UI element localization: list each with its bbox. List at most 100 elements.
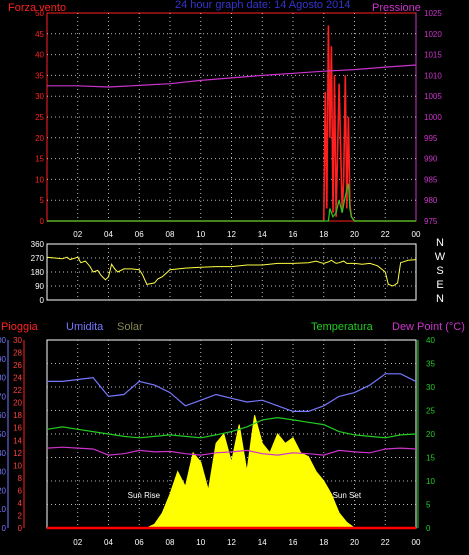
temp-axis-tick: 0 xyxy=(426,524,431,533)
rain-axis-tick: 18 xyxy=(13,411,22,420)
wind-axis-tick: 20 xyxy=(35,134,44,143)
humidity-axis-tick: 80 xyxy=(0,374,7,383)
pressure-axis-tick: 1020 xyxy=(424,30,442,39)
wind-axis-tick: 25 xyxy=(35,113,44,122)
pressure-axis-tick: 985 xyxy=(424,175,438,184)
rain-axis-tick: 12 xyxy=(13,449,22,458)
x-tick-label: 12 xyxy=(227,230,236,239)
humidity-axis-tick: 10 xyxy=(0,505,7,514)
rain-axis-tick: 28 xyxy=(13,349,22,358)
rain-axis-tick: 10 xyxy=(13,461,22,470)
compass-label: N xyxy=(436,237,444,249)
wind-axis-tick: 5 xyxy=(40,196,45,205)
direction-axis-tick: 270 xyxy=(31,254,45,263)
pressure-axis-tick: 1025 xyxy=(424,9,442,18)
rain-label: Pioggia xyxy=(1,321,39,333)
x-tick-label: 14 xyxy=(258,230,267,239)
rain-axis-tick: 2 xyxy=(18,511,23,520)
pressure-axis-tick: 1010 xyxy=(424,71,442,80)
wind-axis-tick: 40 xyxy=(35,51,44,60)
temp-axis-tick: 40 xyxy=(426,336,435,345)
series-solar xyxy=(47,415,416,529)
temp-axis-tick: 30 xyxy=(426,383,435,392)
humidity-axis-tick: 20 xyxy=(0,486,7,495)
series-forza-vento xyxy=(47,25,416,222)
graph-title: 24 hour graph date: 14 Agosto 2014 xyxy=(175,0,351,11)
pressure-axis-tick: 975 xyxy=(424,217,438,226)
direction-axis-tick: 0 xyxy=(40,296,45,305)
sunset-label: Sun Set xyxy=(333,491,362,500)
x-tick-label: 12 xyxy=(227,538,236,547)
series-temperatura xyxy=(46,416,417,439)
pressure-axis-tick: 1000 xyxy=(424,113,442,122)
temp-axis-tick: 25 xyxy=(426,407,435,416)
x-tick-label: 16 xyxy=(289,538,298,547)
rain-axis-tick: 4 xyxy=(18,499,23,508)
humidity-axis-tick: 40 xyxy=(0,449,7,458)
x-tick-label: 16 xyxy=(289,230,298,239)
humidity-axis-tick: 50 xyxy=(0,430,7,439)
pressure-axis-tick: 980 xyxy=(424,196,438,205)
wind-axis-tick: 35 xyxy=(35,71,44,80)
x-tick-label: 08 xyxy=(166,538,175,547)
x-tick-label: 00 xyxy=(412,538,421,547)
wind-axis-tick: 50 xyxy=(35,9,44,18)
rain-axis-tick: 20 xyxy=(13,399,22,408)
series-umidita xyxy=(47,373,417,412)
wind-axis-label: Forza vento xyxy=(8,2,66,14)
wind-axis-tick: 0 xyxy=(40,217,45,226)
wind-axis-tick: 45 xyxy=(35,30,44,39)
pressure-axis-tick: 995 xyxy=(424,134,438,143)
direction-axis-tick: 90 xyxy=(35,282,44,291)
wind-axis-tick: 15 xyxy=(35,155,44,164)
temp-axis-tick: 15 xyxy=(426,454,435,463)
humidity-label: Umidita xyxy=(66,321,104,333)
temp-axis-tick: 10 xyxy=(426,477,435,486)
x-tick-label: 18 xyxy=(319,538,328,547)
x-tick-label: 20 xyxy=(350,538,359,547)
humidity-axis-tick: 100 xyxy=(0,336,7,345)
x-tick-label: 06 xyxy=(135,230,144,239)
compass-label: N xyxy=(436,293,444,305)
humidity-temperature-panel: 0102030405060708090100024681012141618202… xyxy=(0,336,435,547)
rain-axis-tick: 8 xyxy=(18,474,23,483)
x-tick-label: 22 xyxy=(381,538,390,547)
rain-axis-tick: 0 xyxy=(18,524,23,533)
x-tick-label: 20 xyxy=(350,230,359,239)
series-dew-point xyxy=(46,446,417,456)
x-tick-label: 02 xyxy=(73,230,82,239)
x-tick-label: 00 xyxy=(412,230,421,239)
direction-axis-tick: 360 xyxy=(31,240,45,249)
x-tick-label: 04 xyxy=(104,230,113,239)
x-tick-label: 08 xyxy=(166,230,175,239)
sunrise-label: Sun Rise xyxy=(128,491,161,500)
humidity-axis-tick: 30 xyxy=(0,468,7,477)
pressure-axis-label: Pressione xyxy=(372,2,421,14)
temp-axis-tick: 35 xyxy=(426,360,435,369)
series-pressione xyxy=(47,64,417,88)
x-tick-label: 10 xyxy=(196,230,205,239)
rain-axis-tick: 6 xyxy=(18,486,23,495)
x-tick-label: 04 xyxy=(104,538,113,547)
x-tick-label: 06 xyxy=(135,538,144,547)
x-tick-label: 18 xyxy=(319,230,328,239)
wind-axis-tick: 30 xyxy=(35,92,44,101)
compass-label: E xyxy=(436,279,443,291)
series-raffica xyxy=(47,183,416,222)
rain-axis-tick: 26 xyxy=(13,361,22,370)
solar-label: Solar xyxy=(117,321,143,333)
pressure-axis-tick: 990 xyxy=(424,155,438,164)
humidity-axis-tick: 60 xyxy=(0,411,7,420)
x-tick-label: 10 xyxy=(196,538,205,547)
compass-label: S xyxy=(436,265,443,277)
x-tick-label: 14 xyxy=(258,538,267,547)
x-tick-label: 02 xyxy=(73,538,82,547)
pressure-axis-tick: 1005 xyxy=(424,92,442,101)
temp-axis-tick: 5 xyxy=(426,501,431,510)
humidity-axis-tick: 0 xyxy=(2,524,7,533)
rain-axis-tick: 14 xyxy=(13,436,22,445)
rain-axis-tick: 16 xyxy=(13,424,22,433)
dewpoint-label: Dew Point (°C) xyxy=(392,321,465,333)
